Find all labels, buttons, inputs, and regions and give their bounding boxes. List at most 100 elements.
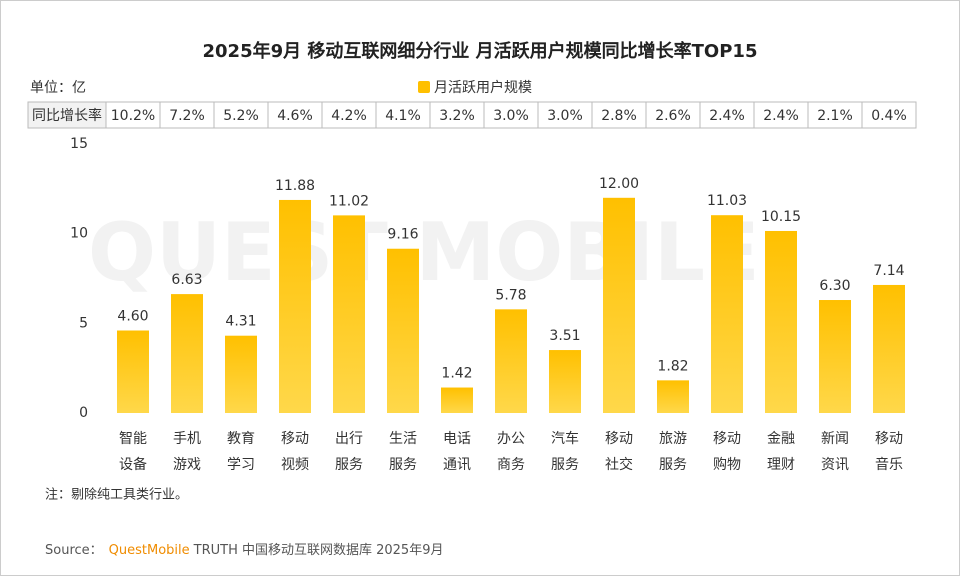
- growth-cell: [807, 101, 863, 129]
- growth-cell: [645, 101, 701, 129]
- y-tick-label: 5: [79, 315, 88, 331]
- note: 注：剔除纯工具类行业。: [45, 488, 188, 503]
- growth-value: 3.2%: [439, 108, 475, 124]
- x-tick-label: 社交: [605, 456, 633, 473]
- data-label: 6.30: [819, 278, 850, 294]
- bar: [657, 380, 689, 413]
- x-tick-label: 金融: [767, 431, 795, 447]
- x-tick-label: 新闻: [821, 431, 849, 447]
- bar: [495, 309, 527, 413]
- data-label: 10.15: [761, 209, 801, 225]
- x-tick-label: 教育: [227, 431, 255, 447]
- x-tick-label: 旅游: [659, 431, 687, 447]
- data-label: 9.16: [387, 227, 418, 243]
- x-tick-label: 智能: [119, 431, 147, 447]
- bar: [603, 197, 635, 413]
- data-label: 12.00: [599, 176, 639, 192]
- growth-value: 3.0%: [493, 108, 529, 124]
- x-tick-label: 汽车: [551, 430, 579, 447]
- x-tick-label: 设备: [119, 456, 147, 473]
- x-tick-label: 移动: [605, 431, 633, 447]
- data-label: 11.88: [275, 178, 315, 194]
- legend-swatch: [418, 81, 430, 93]
- bar: [117, 330, 149, 413]
- x-tick-label: 服务: [335, 457, 363, 473]
- x-tick-label: 电话: [443, 431, 471, 447]
- chart-title: 2025年9月 移动互联网细分行业 月活跃用户规模同比增长率TOP15: [203, 40, 758, 62]
- x-tick-label: 购物: [713, 457, 741, 473]
- x-tick-label: 出行: [335, 431, 363, 447]
- growth-cell: [321, 101, 377, 129]
- source-label: Source：: [45, 543, 103, 558]
- x-tick-label: 商务: [497, 457, 525, 473]
- x-tick-label: 资讯: [821, 457, 849, 473]
- source-brand: QuestMobile: [109, 543, 190, 558]
- growth-value: 2.4%: [763, 108, 799, 124]
- growth-value: 2.6%: [655, 108, 691, 124]
- x-tick-label: 生活: [389, 431, 417, 447]
- growth-value: 7.2%: [169, 108, 205, 124]
- bar: [225, 335, 257, 413]
- x-tick-label: 视频: [281, 457, 309, 473]
- bar: [765, 230, 797, 413]
- data-label: 3.51: [549, 328, 580, 344]
- source: Source： QuestMobile TRUTH 中国移动互联网数据库 2025年…: [45, 542, 443, 558]
- growth-cell: [267, 101, 323, 129]
- growth-cell: [753, 101, 809, 129]
- growth-value: 2.1%: [817, 108, 853, 124]
- data-label: 11.02: [329, 193, 369, 209]
- data-label: 1.42: [441, 366, 472, 382]
- y-tick-label: 15: [70, 136, 88, 152]
- data-label: 1.82: [657, 358, 688, 374]
- x-tick-label: 学习: [227, 457, 255, 473]
- growth-cell: [429, 101, 485, 129]
- bar: [279, 199, 311, 413]
- legend-label: 月活跃用户规模: [434, 79, 532, 96]
- x-tick-label: 移动: [281, 431, 309, 447]
- source-text: TRUTH 中国移动互联网数据库 2025年9月: [193, 542, 444, 558]
- data-label: 4.60: [117, 309, 148, 325]
- x-tick-label: 服务: [551, 457, 579, 473]
- x-tick-label: 移动: [875, 431, 903, 447]
- growth-cell: [537, 101, 593, 129]
- y-tick-label: 0: [79, 405, 88, 421]
- data-label: 7.14: [873, 263, 904, 279]
- bar: [333, 215, 365, 413]
- growth-header: 同比增长率: [32, 107, 102, 124]
- growth-value: 3.0%: [547, 108, 583, 124]
- growth-value: 2.4%: [709, 108, 745, 124]
- y-tick-label: 10: [70, 226, 88, 242]
- x-tick-label: 服务: [389, 457, 417, 473]
- growth-value: 5.2%: [223, 108, 259, 124]
- growth-value: 0.4%: [871, 108, 907, 124]
- growth-value: 2.8%: [601, 108, 637, 124]
- growth-header-cell: [27, 101, 107, 129]
- x-tick-label: 服务: [659, 457, 687, 473]
- x-tick-label: 办公: [497, 431, 525, 447]
- bar: [387, 248, 419, 413]
- data-label: 6.63: [171, 272, 202, 288]
- bar: [819, 300, 851, 413]
- watermark: QUEST MOBILE: [88, 206, 760, 299]
- bar: [441, 387, 473, 413]
- x-tick-label: 音乐: [875, 456, 903, 473]
- growth-cell: [591, 101, 647, 129]
- bar: [171, 294, 203, 413]
- growth-value: 4.6%: [277, 108, 313, 124]
- growth-cell: [375, 101, 431, 129]
- x-tick-label: 理财: [767, 457, 795, 473]
- x-tick-label: 游戏: [173, 457, 201, 473]
- growth-cell: [861, 101, 917, 129]
- x-tick-label: 移动: [713, 431, 741, 447]
- bar: [873, 284, 905, 413]
- unit: 单位：亿: [30, 80, 86, 96]
- growth-value: 10.2%: [111, 108, 155, 124]
- growth-value: 4.1%: [385, 108, 421, 124]
- data-label: 5.78: [495, 287, 526, 303]
- x-tick-label: 通讯: [443, 457, 471, 473]
- data-label: 11.03: [707, 193, 747, 209]
- data-label: 4.31: [225, 314, 256, 330]
- growth-cell: [699, 101, 755, 129]
- growth-value: 4.2%: [331, 108, 367, 124]
